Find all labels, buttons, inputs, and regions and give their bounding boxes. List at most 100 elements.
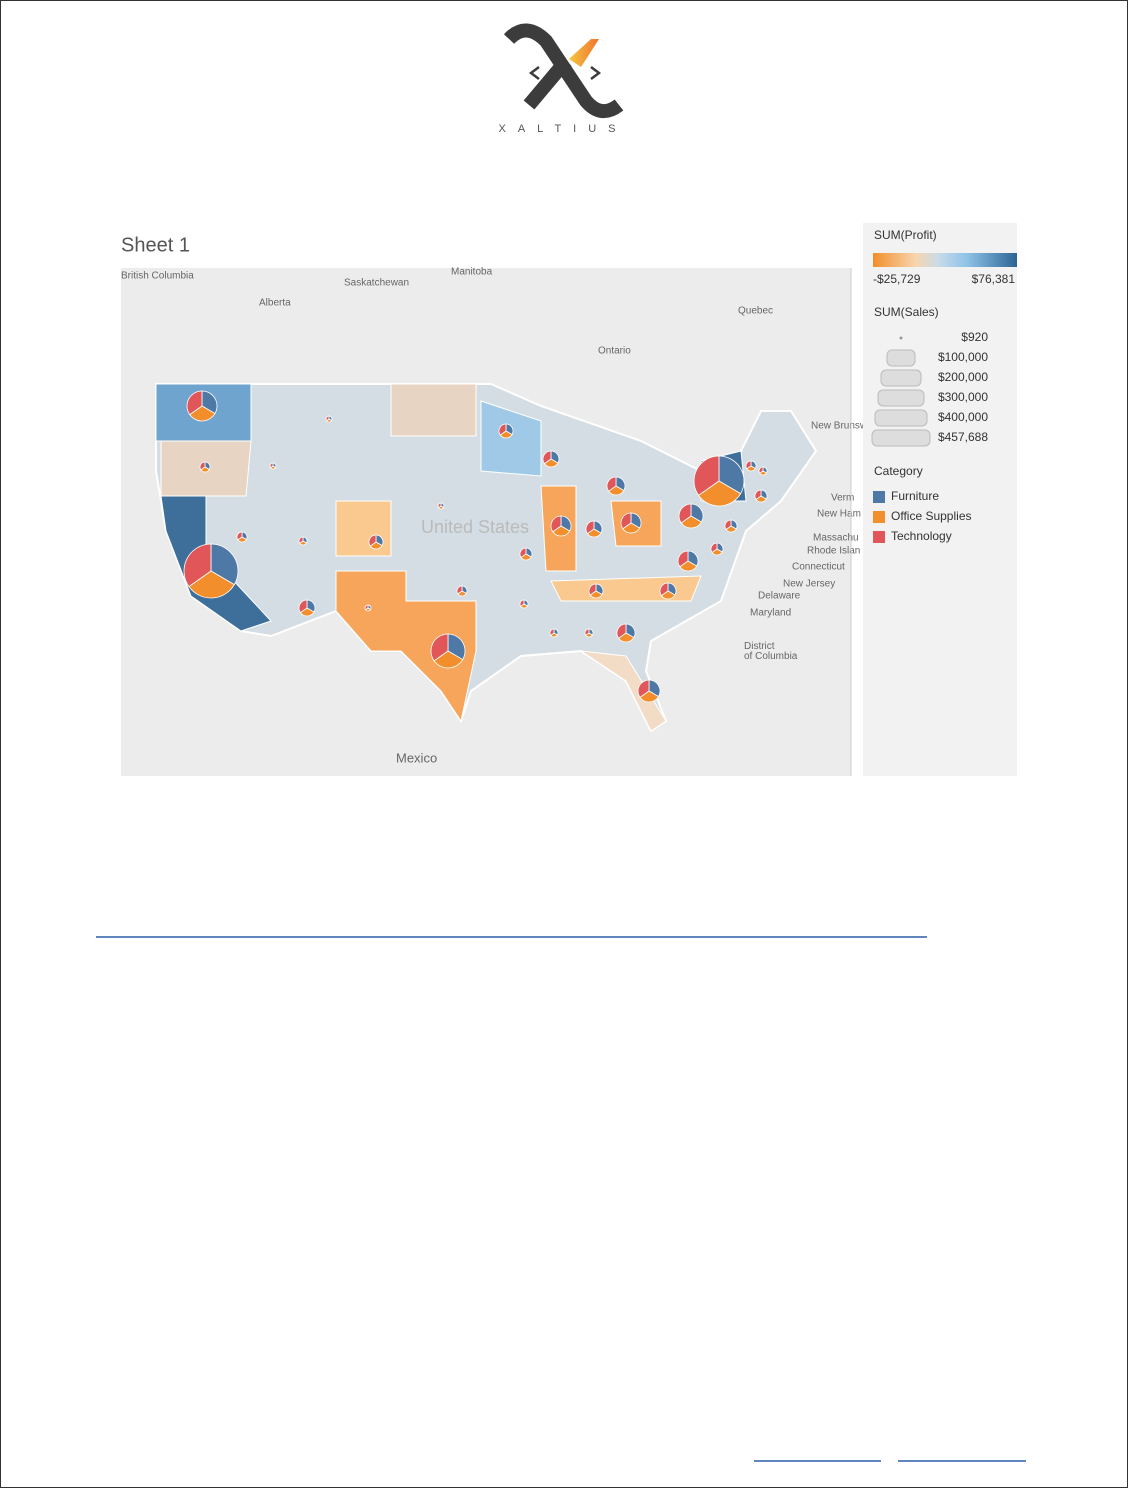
pie-marker <box>710 542 724 556</box>
map-label-line: District <box>744 641 775 652</box>
pie-slice <box>364 604 369 611</box>
pie-slice <box>498 423 507 436</box>
pie-marker <box>754 489 768 503</box>
legend-label: $400,000 <box>938 410 988 424</box>
sheet-title: Sheet 1 <box>121 234 190 256</box>
pie-slice <box>298 536 304 544</box>
pie-slice <box>693 455 720 496</box>
pie-marker <box>437 502 445 510</box>
pie-marker <box>585 520 603 538</box>
legend-label: $920 <box>961 330 988 344</box>
pie-slice <box>437 502 442 509</box>
legend-title: SUM(Sales) <box>874 305 939 319</box>
pie-slice <box>606 476 617 492</box>
map-label-line: of Columbia <box>744 651 798 662</box>
map-label: New Jersey <box>783 579 835 590</box>
pie-marker <box>199 461 211 473</box>
legend-label: $300,000 <box>938 390 988 404</box>
pie-marker <box>745 460 757 472</box>
pie-marker <box>298 536 308 546</box>
color-swatch <box>873 531 885 543</box>
map-label: Rhode Islan <box>807 546 860 557</box>
pie-slice <box>430 633 449 662</box>
legend-label: $457,688 <box>938 430 988 444</box>
map-label: Quebec <box>738 306 773 317</box>
pie-marker <box>693 455 745 507</box>
pie-marker <box>758 466 768 476</box>
logo: XALTIUS <box>498 23 627 135</box>
pie-slice <box>542 450 552 465</box>
map-label: Delaware <box>758 591 801 602</box>
pie-slice <box>758 466 764 474</box>
pie-slice <box>697 480 742 507</box>
legend-label: Technology <box>891 529 952 543</box>
pie-slice <box>519 599 525 607</box>
pie-slice <box>677 550 689 568</box>
legend-title: SUM(Profit) <box>874 228 937 242</box>
map-label: United States <box>421 517 529 537</box>
pie-marker <box>183 543 239 599</box>
pie-marker <box>430 633 466 669</box>
pie-marker <box>298 599 316 617</box>
pie-slice <box>325 415 330 422</box>
pie-slice <box>659 582 669 597</box>
pie-slice <box>519 547 527 559</box>
map-label: British Columbia <box>121 271 194 282</box>
logo-text: XALTIUS <box>498 123 627 135</box>
pie-marker <box>325 415 333 423</box>
pie-slice <box>745 460 752 470</box>
pie-marker <box>186 390 218 422</box>
pie-marker <box>519 599 529 609</box>
pie-marker <box>550 515 572 537</box>
pie-marker <box>549 628 559 638</box>
size-swatch <box>880 369 922 387</box>
pie-slice <box>724 519 732 531</box>
pie-slice <box>236 531 243 541</box>
pie-marker <box>659 582 677 600</box>
pie-marker <box>542 450 560 468</box>
size-swatch <box>874 409 928 427</box>
map-label: New Brunswick <box>811 421 880 432</box>
legend-label: -$25,729 <box>873 272 921 286</box>
pie-slice <box>588 583 597 596</box>
map-label: Saskatchewan <box>344 278 409 289</box>
pie-marker <box>724 519 738 533</box>
pie-marker <box>616 623 636 643</box>
pie-marker <box>677 550 699 572</box>
map-label: Manitoba <box>451 267 493 278</box>
profit-gradient <box>873 253 1017 267</box>
map-label: Maryland <box>750 608 791 619</box>
pie-marker <box>368 534 384 550</box>
pie-slice <box>210 543 239 586</box>
legend-label: $200,000 <box>938 370 988 384</box>
pie-slice <box>584 628 590 636</box>
pie-marker <box>588 583 604 599</box>
pie-slice <box>456 585 463 595</box>
pie-slice <box>298 599 308 614</box>
pie-slice <box>433 650 464 669</box>
pie-slice <box>188 570 235 599</box>
legend-label: Furniture <box>891 489 939 503</box>
pie-slice <box>680 515 702 529</box>
color-swatch <box>873 511 885 523</box>
pie-slice <box>186 390 203 416</box>
pie-slice <box>189 405 216 422</box>
size-swatch <box>886 349 916 367</box>
pie-slice <box>549 628 555 636</box>
pie-slice <box>710 542 718 554</box>
pie-slice <box>585 520 595 535</box>
size-swatch <box>899 336 903 340</box>
color-swatch <box>873 491 885 503</box>
map: British Columbia Alberta Saskatchewan Manit… <box>121 267 880 776</box>
pie-marker <box>236 531 248 543</box>
pie-slice <box>368 534 377 547</box>
pie-slice <box>183 543 212 588</box>
legend-panel <box>863 223 1017 776</box>
map-label: Massachu <box>813 533 859 544</box>
map-label: New Ham <box>817 509 861 520</box>
map-label: Ontario <box>598 346 631 357</box>
pie-slice <box>199 461 206 471</box>
legend-label: $76,381 <box>972 272 1016 286</box>
